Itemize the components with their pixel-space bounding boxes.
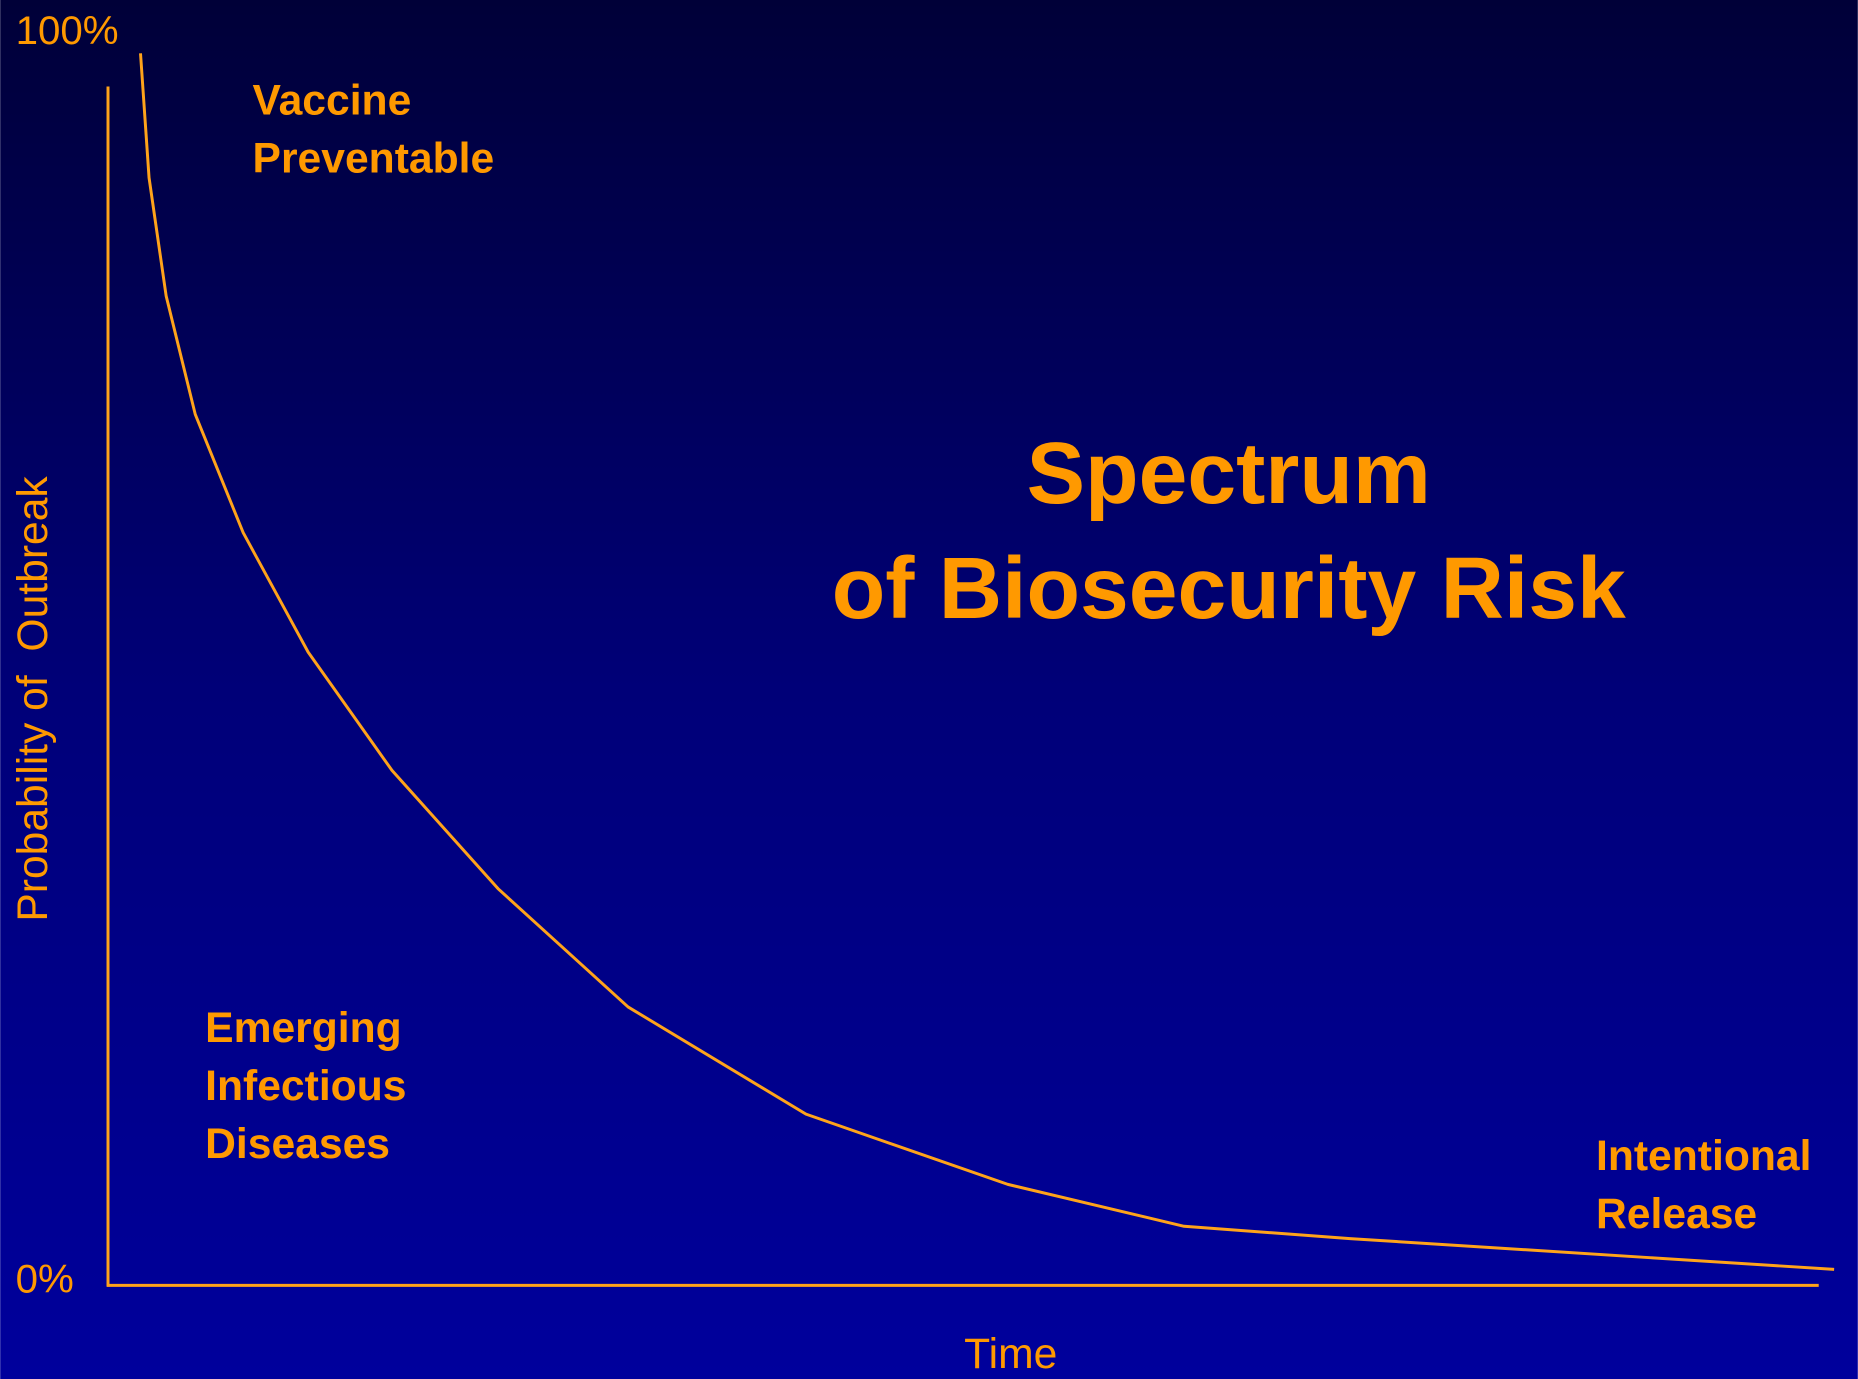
annotation: Intentional	[1596, 1132, 1811, 1180]
chart-title: of Biosecurity Risk	[832, 539, 1626, 637]
annotation: Preventable	[253, 134, 495, 182]
y-tick-label: 100%	[16, 8, 119, 53]
annotation: Diseases	[205, 1120, 390, 1168]
y-axis-label: Probability of Outbreak	[9, 476, 57, 922]
chart-title: Spectrum	[1027, 424, 1431, 522]
annotation: Emerging	[205, 1004, 402, 1052]
y-tick-label: 0%	[16, 1256, 74, 1301]
line-series	[139, 53, 1835, 1271]
annotation: Vaccine	[253, 76, 412, 124]
annotation: Release	[1596, 1190, 1757, 1238]
annotation: Infectious	[205, 1062, 406, 1110]
x-axis-label: Time	[964, 1330, 1057, 1378]
